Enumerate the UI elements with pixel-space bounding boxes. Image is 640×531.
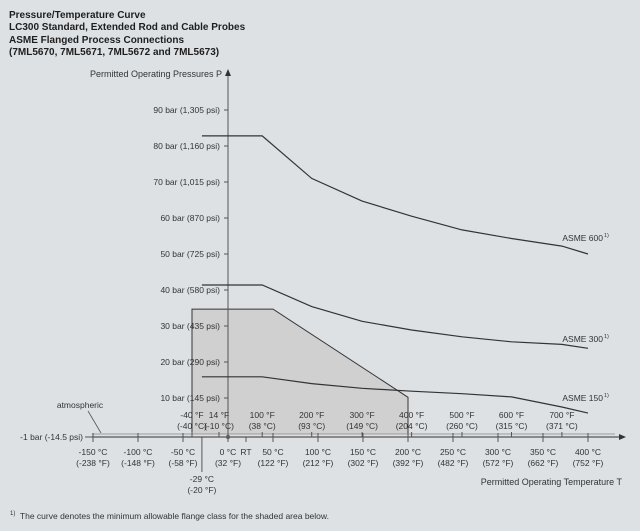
x-tick-celsius-label: -150 °C	[79, 447, 108, 457]
x-tick-celsius-label-alt: (-58 °F)	[169, 458, 198, 468]
x-tick-fahrenheit-label-alt: (93 °C)	[298, 421, 325, 431]
x-tick-celsius-label-alt: (482 °F)	[438, 458, 469, 468]
x-tick-celsius-label-alt: (212 °F)	[303, 458, 334, 468]
y-tick-label: 70 bar (1,015 psi)	[153, 177, 220, 187]
x-tick-fahrenheit-label: 300 °F	[350, 410, 375, 420]
x-tick-fahrenheit-label-alt: (371 °C)	[546, 421, 578, 431]
x-tick-fahrenheit-label: 200 °F	[299, 410, 324, 420]
footnote: 1) The curve denotes the minimum allowab…	[10, 511, 329, 521]
y-axis-label: Permitted Operating Pressures P	[90, 69, 222, 79]
x-tick-fahrenheit-label: -40 °F	[180, 410, 203, 420]
x-tick-fahrenheit-label: 600 °F	[499, 410, 524, 420]
x-tick-celsius-label-alt: (662 °F)	[528, 458, 559, 468]
series-label-superscript: 1)	[604, 334, 609, 340]
y-tick-label: 10 bar (145 psi)	[160, 393, 220, 403]
x-tick-fahrenheit-label: 700 °F	[549, 410, 574, 420]
x-tick-celsius-label: 250 °C	[440, 447, 466, 457]
x-tick-celsius-label: 50 °C	[262, 447, 283, 457]
x-tick-celsius-label-alt: (122 °F)	[258, 458, 289, 468]
x-tick-celsius-label: 350 °C	[530, 447, 556, 457]
x-tick-celsius-label: -100 °C	[124, 447, 153, 457]
series-line-asme-150	[201, 376, 589, 414]
x-tick-celsius-label: 150 °C	[350, 447, 376, 457]
series-label: ASME 300	[562, 334, 603, 344]
chart-title: Pressure/Temperature Curve LC300 Standar…	[9, 10, 245, 59]
x-tick-fahrenheit-label-alt: (260 °C)	[446, 421, 478, 431]
x-tick-fahrenheit-label-alt: (38 °C)	[249, 421, 276, 431]
title-line-3: ASME Flanged Process Connections	[9, 34, 185, 46]
series-label: ASME 600	[562, 233, 603, 243]
y-tick-label: -1 bar (-14.5 psi)	[20, 432, 83, 442]
rt-label: RT	[240, 447, 251, 457]
x-tick-celsius-label-alt: (752 °F)	[573, 458, 604, 468]
x-tick-celsius-label-alt: (302 °F)	[348, 458, 379, 468]
atmospheric-label: atmospheric	[57, 400, 104, 410]
x-tick-fahrenheit-label: 400 °F	[399, 410, 424, 420]
x-tick-celsius-label-alt: (-148 °F)	[121, 458, 155, 468]
y-tick-label: 30 bar (435 psi)	[160, 321, 220, 331]
series-label-superscript: 1)	[604, 393, 609, 399]
series-line-asme-600	[201, 135, 589, 255]
y-tick-label: 90 bar (1,305 psi)	[153, 105, 220, 115]
atmospheric-leader	[87, 410, 102, 434]
x-tick-fahrenheit-label-alt: (315 °C)	[496, 421, 528, 431]
x-tick-celsius-label: 400 °C	[575, 447, 601, 457]
x-tick-celsius-label: 200 °C	[395, 447, 421, 457]
x-axis-arrow	[619, 434, 626, 440]
y-tick-label: 50 bar (725 psi)	[160, 249, 220, 259]
x-tick-fahrenheit-label-alt: (149 °C)	[346, 421, 378, 431]
x-tick-celsius-label-alt: (572 °F)	[483, 458, 514, 468]
series-label: ASME 150	[562, 393, 603, 403]
x-tick-celsius-label-alt: (-238 °F)	[76, 458, 110, 468]
y-tick-label: 40 bar (580 psi)	[160, 285, 220, 295]
x-tick-fahrenheit-label-alt: (204 °C)	[396, 421, 428, 431]
footnote-text: The curve denotes the minimum allowable …	[19, 511, 329, 521]
x-tick-fahrenheit-label: 14 °F	[209, 410, 229, 420]
x-axis-label: Permitted Operating Temperature T	[481, 477, 623, 487]
x-tick-celsius-label-alt: (392 °F)	[393, 458, 424, 468]
x-tick-celsius-label-alt: (32 °F)	[215, 458, 241, 468]
y-tick-label: 20 bar (290 psi)	[160, 357, 220, 367]
x-tick-fahrenheit-label: 100 °F	[250, 410, 275, 420]
y-axis-arrow	[225, 69, 231, 76]
x-tick-celsius-label: 300 °C	[485, 447, 511, 457]
x-tick-fahrenheit-label: 500 °F	[449, 410, 474, 420]
footnote-marker: 1)	[10, 511, 16, 518]
series-label-superscript: 1)	[604, 233, 609, 239]
x-tick-fahrenheit-label-alt: (-40 °C)	[177, 421, 207, 431]
x-tick-celsius-label: 0 °C	[220, 447, 237, 457]
x-tick-fahrenheit-label-alt: (-10 °C)	[204, 421, 234, 431]
x-tick-celsius-label: -50 °C	[171, 447, 195, 457]
series-line-asme-300	[201, 284, 589, 349]
y-tick-label: 60 bar (870 psi)	[160, 213, 220, 223]
title-line-2: LC300 Standard, Extended Rod and Cable P…	[9, 22, 246, 34]
title-line-4: (7ML5670, 7ML5671, 7ML5672 and 7ML5673)	[9, 46, 220, 58]
x-tick-celsius-label: 100 °C	[305, 447, 331, 457]
min-temp-label-alt: (-20 °F)	[187, 485, 216, 495]
y-tick-label: 80 bar (1,160 psi)	[153, 141, 220, 151]
min-temp-label: -29 °C	[190, 474, 214, 484]
title-line-1: Pressure/Temperature Curve	[9, 10, 146, 21]
